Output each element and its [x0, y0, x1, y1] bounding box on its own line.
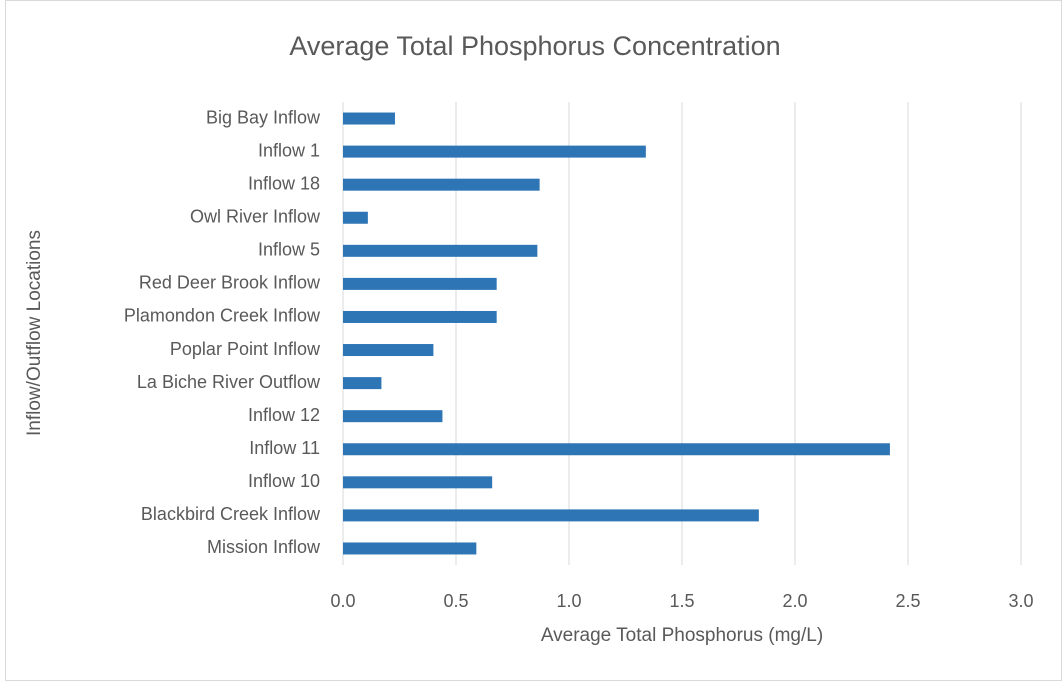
y-tick-label: Inflow 18 — [248, 173, 320, 193]
bar — [343, 145, 646, 158]
bar — [343, 310, 497, 323]
bar — [343, 509, 759, 522]
bar — [343, 344, 434, 357]
bar — [343, 377, 382, 390]
bar — [343, 244, 538, 257]
x-tick-label: 2.5 — [895, 591, 920, 611]
x-tick-label: 3.0 — [1008, 591, 1033, 611]
bar — [343, 277, 497, 290]
x-tick-label: 1.0 — [556, 591, 581, 611]
y-tick-label: Mission Inflow — [207, 537, 321, 557]
x-tick-label: 0.5 — [443, 591, 468, 611]
x-tick-label: 2.0 — [782, 591, 807, 611]
x-tick-label: 0.0 — [330, 591, 355, 611]
bar — [343, 476, 493, 489]
y-axis-title: Inflow/Outflow Locations — [24, 230, 45, 436]
bar — [343, 410, 443, 423]
x-tick-label: 1.5 — [669, 591, 694, 611]
y-tick-label: Poplar Point Inflow — [170, 339, 321, 359]
bar — [343, 542, 477, 555]
y-tick-label: La Biche River Outflow — [137, 372, 321, 392]
y-tick-label: Inflow 1 — [258, 140, 320, 160]
y-tick-label: Blackbird Creek Inflow — [141, 504, 321, 524]
y-tick-label: Big Bay Inflow — [206, 107, 321, 127]
y-tick-label: Red Deer Brook Inflow — [139, 273, 321, 293]
chart-title: Average Total Phosphorus Concentration — [289, 31, 780, 61]
y-tick-label: Inflow 12 — [248, 405, 320, 425]
bar — [343, 178, 540, 191]
y-tick-label: Owl River Inflow — [190, 207, 321, 227]
y-tick-label: Inflow 10 — [248, 471, 320, 491]
y-tick-label: Inflow 11 — [249, 438, 320, 458]
y-tick-label: Plamondon Creek Inflow — [124, 306, 321, 326]
y-tick-label: Inflow 5 — [258, 240, 320, 260]
x-axis-title: Average Total Phosphorus (mg/L) — [541, 625, 823, 646]
bar — [343, 443, 890, 456]
bar — [343, 211, 368, 224]
chart-border — [5, 0, 1062, 681]
bar — [343, 112, 395, 125]
